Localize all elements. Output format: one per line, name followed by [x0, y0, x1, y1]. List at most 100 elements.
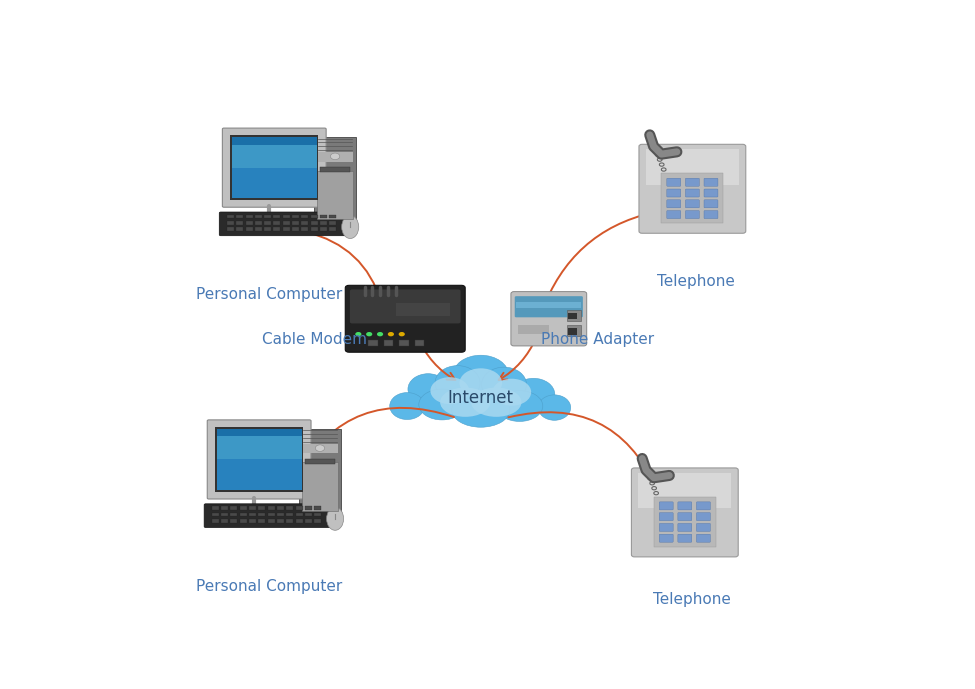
Text: Personal Computer: Personal Computer [196, 579, 342, 594]
FancyBboxPatch shape [632, 468, 738, 557]
Bar [287, 513, 293, 517]
Bar [320, 227, 327, 231]
Bar [314, 513, 321, 517]
Bar [311, 220, 318, 225]
Text: Phone Adapter: Phone Adapter [541, 332, 654, 347]
Bar [236, 215, 243, 218]
Circle shape [388, 332, 394, 336]
Ellipse shape [451, 393, 510, 427]
Circle shape [377, 332, 383, 336]
Bar [221, 506, 228, 511]
Bar [212, 513, 218, 517]
FancyBboxPatch shape [704, 200, 718, 208]
Bar [311, 227, 318, 231]
Bar [287, 519, 293, 522]
Bar [301, 227, 308, 231]
Bar [236, 220, 243, 225]
Bar [221, 519, 228, 522]
Bar [258, 519, 265, 522]
Bar [264, 220, 271, 225]
Bar [254, 220, 262, 225]
Bar [216, 429, 302, 491]
FancyBboxPatch shape [696, 534, 711, 542]
Bar [314, 519, 321, 522]
FancyBboxPatch shape [511, 291, 587, 346]
FancyBboxPatch shape [515, 296, 583, 318]
Bar [216, 460, 302, 491]
Bar [566, 310, 580, 320]
Bar [236, 227, 243, 231]
FancyBboxPatch shape [685, 178, 699, 186]
Ellipse shape [246, 216, 292, 227]
FancyBboxPatch shape [696, 524, 711, 531]
Bar [258, 506, 265, 511]
Bar [295, 519, 302, 522]
Ellipse shape [492, 379, 531, 406]
Bar [295, 513, 302, 517]
FancyBboxPatch shape [659, 534, 673, 542]
FancyBboxPatch shape [696, 513, 711, 521]
Ellipse shape [430, 377, 469, 404]
FancyBboxPatch shape [678, 524, 692, 531]
Bar [317, 171, 353, 219]
Bar [516, 302, 581, 308]
Bar [230, 519, 238, 522]
Ellipse shape [459, 369, 502, 398]
Bar [273, 220, 281, 225]
Ellipse shape [390, 393, 424, 420]
FancyBboxPatch shape [696, 502, 711, 510]
Bar [287, 506, 293, 511]
Ellipse shape [341, 216, 359, 238]
Bar [230, 506, 238, 511]
Bar [298, 429, 341, 517]
Bar [246, 215, 253, 218]
Bar [216, 436, 302, 460]
Bar [283, 227, 290, 231]
Bar [268, 506, 275, 511]
Ellipse shape [538, 395, 570, 420]
Bar [254, 215, 262, 218]
FancyBboxPatch shape [204, 504, 332, 528]
FancyBboxPatch shape [222, 128, 327, 207]
Bar [249, 506, 256, 511]
Bar [292, 215, 299, 218]
Bar [320, 215, 327, 218]
Ellipse shape [471, 388, 522, 417]
Bar [264, 215, 271, 218]
Bar [227, 215, 234, 218]
Bar [273, 227, 281, 231]
Bar [645, 149, 739, 185]
Bar [369, 340, 377, 346]
Ellipse shape [453, 356, 509, 395]
Bar [661, 174, 723, 223]
Bar [258, 513, 265, 517]
Bar [330, 215, 336, 218]
Bar [415, 340, 424, 346]
Bar [232, 137, 317, 198]
Bar [568, 329, 577, 335]
FancyBboxPatch shape [667, 189, 681, 197]
FancyBboxPatch shape [659, 502, 673, 510]
FancyBboxPatch shape [685, 211, 699, 218]
Bar [212, 519, 218, 522]
FancyBboxPatch shape [685, 189, 699, 197]
Text: Cable Modem: Cable Modem [262, 332, 367, 347]
Ellipse shape [440, 388, 490, 417]
Bar [320, 167, 350, 172]
Bar [314, 506, 321, 511]
Ellipse shape [419, 389, 465, 420]
Bar [305, 506, 312, 511]
Bar [305, 459, 335, 464]
Bar [273, 215, 281, 218]
Bar [268, 513, 275, 517]
FancyBboxPatch shape [678, 502, 692, 510]
Bar [227, 227, 234, 231]
Bar [302, 444, 338, 453]
Bar [283, 215, 290, 218]
Ellipse shape [408, 373, 449, 404]
Bar [249, 519, 256, 522]
Bar [639, 473, 731, 508]
FancyBboxPatch shape [350, 289, 460, 323]
Bar [301, 220, 308, 225]
Bar [292, 220, 299, 225]
